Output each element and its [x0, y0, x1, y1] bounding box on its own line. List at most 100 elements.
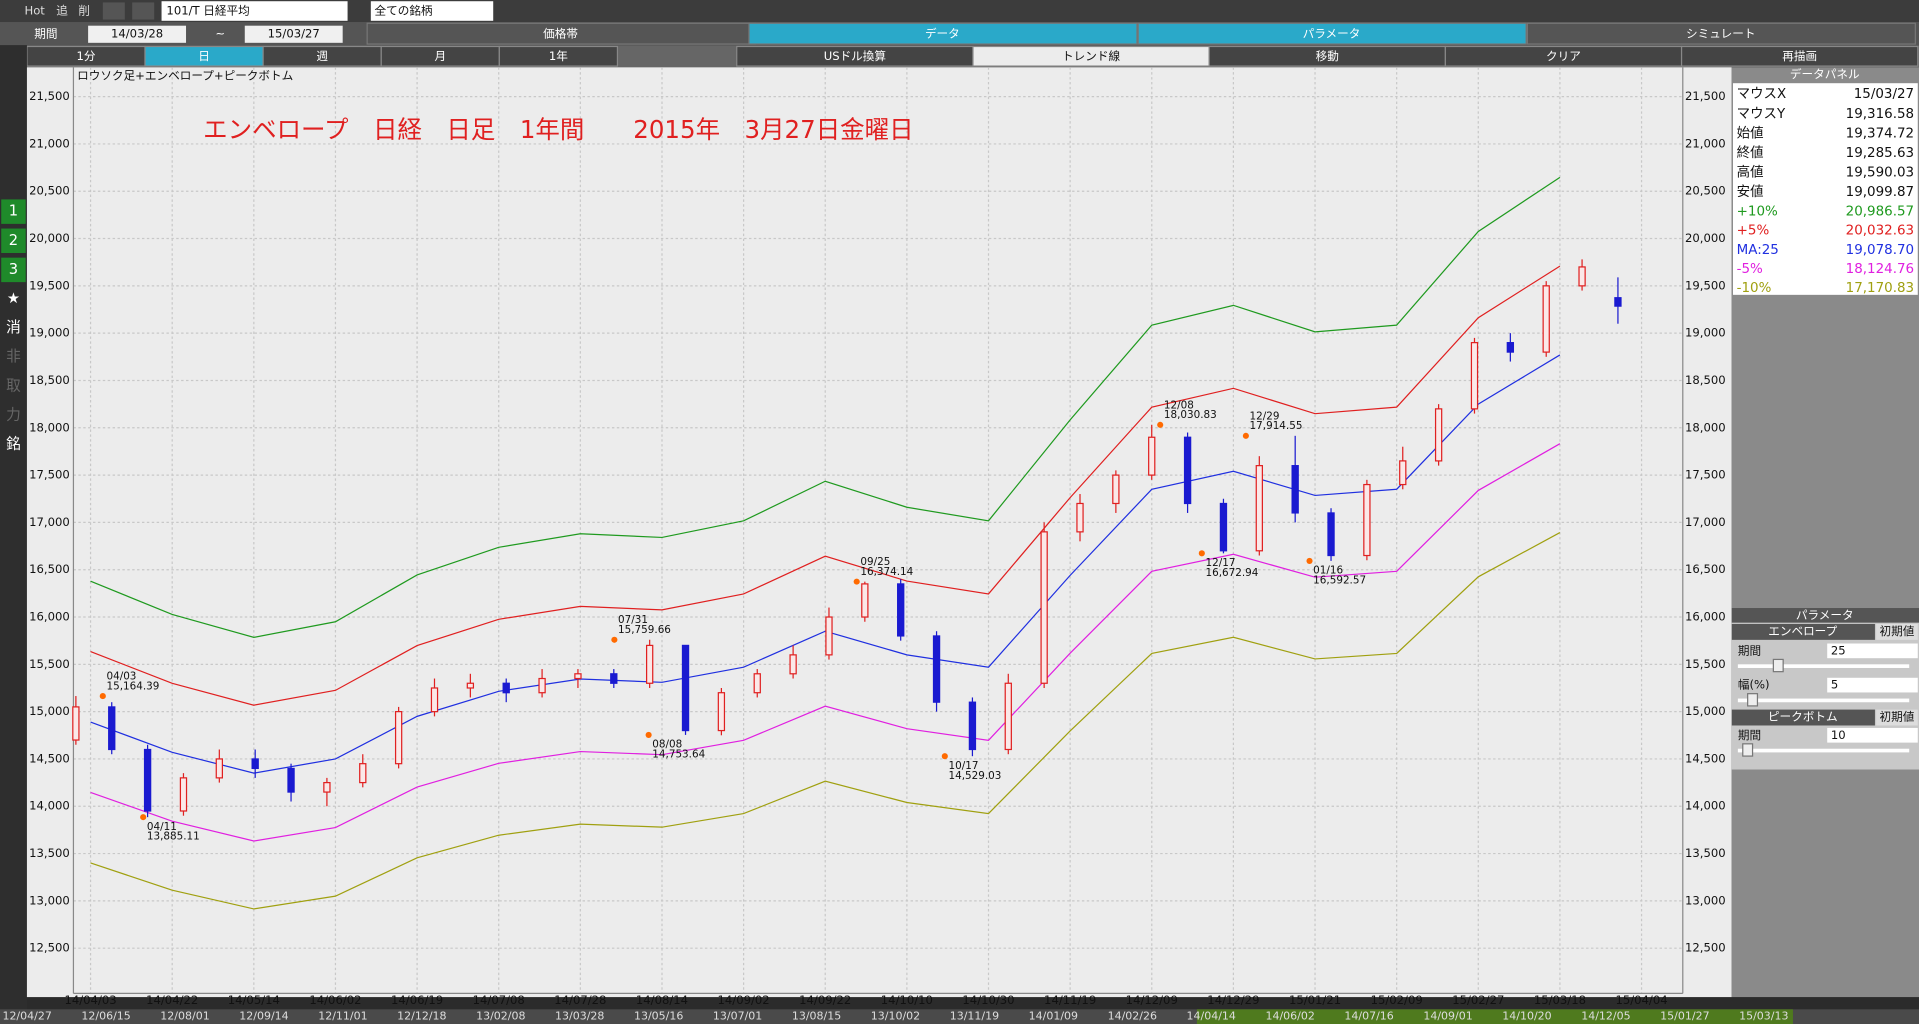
peak-value: 14,529.03 — [948, 770, 1001, 782]
range-label[interactable]: 移動 — [1316, 49, 1339, 63]
tab[interactable] — [748, 22, 1138, 45]
candle-body — [645, 644, 654, 684]
envelope-value: 18,124.76 — [1846, 262, 1914, 277]
reset-label[interactable]: 初期値 — [1880, 624, 1915, 638]
candle-body — [1399, 460, 1407, 486]
symbol-box[interactable] — [161, 1, 348, 21]
peak-value: 14,753.64 — [652, 749, 705, 761]
overview-date: 14/12/05 — [1581, 1010, 1630, 1023]
envelope-label: +5% — [1737, 224, 1770, 239]
range-label[interactable]: 月 — [434, 49, 446, 63]
x-tick-label: 14/10/30 — [962, 993, 1014, 1007]
next-button[interactable] — [132, 2, 155, 20]
sidebar-button[interactable]: 1 — [9, 203, 18, 220]
tab-label[interactable]: データ — [925, 27, 960, 41]
candle-body — [968, 701, 977, 751]
data-label: マウスX — [1737, 86, 1787, 102]
candle-body — [394, 711, 403, 765]
slider-thumb[interactable] — [1772, 658, 1784, 673]
prev-button[interactable] — [102, 2, 125, 20]
range-label[interactable]: 1分 — [76, 49, 95, 63]
filter-text: 全ての銘柄 — [374, 4, 432, 18]
reset-button[interactable] — [1876, 623, 1918, 640]
slider-thumb[interactable] — [1747, 693, 1759, 707]
candle-body — [789, 654, 797, 675]
sidebar-button[interactable]: 非 — [6, 348, 21, 365]
delete-button[interactable]: 削 — [78, 4, 90, 18]
x-tick-label: 15/02/09 — [1371, 993, 1423, 1007]
slider[interactable] — [1737, 748, 1910, 753]
peak-date: 04/03 — [106, 671, 136, 683]
tab-label[interactable]: パラメータ — [1303, 27, 1361, 41]
period-sep: ~ — [215, 27, 225, 41]
peak-value: 16,374.14 — [860, 566, 913, 578]
overview-date: 13/10/02 — [871, 1010, 920, 1023]
range-label[interactable]: 日 — [198, 49, 210, 63]
param-value: 25 — [1831, 643, 1846, 657]
slider-thumb[interactable] — [1742, 743, 1754, 757]
add-button[interactable]: 追 — [56, 4, 68, 18]
data-label: 安値 — [1737, 184, 1764, 200]
y-tick-label: 16,500 — [29, 562, 70, 576]
hot-button[interactable]: Hot — [24, 4, 45, 18]
param-input[interactable] — [1827, 727, 1918, 743]
x-tick-label: 14/05/14 — [228, 993, 280, 1007]
peak-marker — [1242, 432, 1249, 439]
tab-label[interactable]: 価格帯 — [543, 27, 578, 41]
y-tick-label-right: 17,000 — [1685, 515, 1726, 529]
envelope-value: 19,078.70 — [1846, 243, 1914, 258]
overview-date: 14/02/26 — [1108, 1010, 1157, 1023]
envelope-value: 20,986.57 — [1846, 205, 1914, 220]
sidebar-button[interactable]: ★ — [7, 290, 20, 307]
layer-button[interactable] — [1, 199, 26, 224]
from-box[interactable] — [88, 25, 187, 43]
sidebar-button[interactable]: 3 — [9, 261, 18, 278]
range-button[interactable] — [498, 45, 619, 67]
param-input[interactable] — [1827, 643, 1918, 659]
envelope-line — [90, 354, 1561, 774]
slider[interactable] — [1737, 664, 1910, 668]
range-label[interactable]: クリア — [1546, 49, 1581, 63]
data-value: 19,590.03 — [1846, 166, 1914, 181]
overview-date: 12/06/15 — [81, 1010, 130, 1023]
data-panel-rows — [1732, 83, 1918, 295]
candle-body — [359, 763, 367, 784]
sidebar-button[interactable]: 力 — [6, 406, 21, 423]
candle-body — [1327, 512, 1335, 557]
range-label[interactable]: 週 — [316, 49, 328, 63]
range-label[interactable]: USドル換算 — [824, 49, 886, 63]
layer-button[interactable] — [1, 228, 26, 254]
tab[interactable] — [1526, 22, 1916, 45]
range-label[interactable]: トレンド線 — [1062, 49, 1120, 63]
overview-date: 12/09/14 — [239, 1010, 288, 1023]
candle-body — [574, 673, 582, 680]
sidebar-button[interactable]: 銘 — [6, 436, 21, 453]
x-tick-label: 15/01/21 — [1289, 993, 1341, 1007]
param-input[interactable] — [1827, 677, 1918, 693]
range-label[interactable]: 1年 — [549, 49, 568, 63]
peak-marker — [140, 814, 147, 821]
sidebar-button[interactable]: 取 — [6, 377, 21, 394]
sidebar-button[interactable]: 消 — [6, 319, 21, 336]
layer-button[interactable] — [1, 257, 26, 283]
overview-date: 13/03/28 — [555, 1010, 604, 1023]
slider[interactable] — [1737, 698, 1910, 703]
peak-marker — [941, 753, 948, 760]
range-label[interactable]: 再描画 — [1782, 49, 1817, 63]
peak-date: 12/08 — [1164, 399, 1194, 411]
overview-range — [1196, 1009, 1793, 1024]
filter-box[interactable] — [370, 1, 494, 21]
param-value: 5 — [1831, 678, 1838, 692]
y-tick-label-right: 21,500 — [1685, 89, 1726, 103]
range-button[interactable] — [1680, 45, 1919, 67]
peak-date: 12/17 — [1205, 557, 1235, 569]
to-box[interactable] — [244, 25, 343, 43]
reset-label[interactable]: 初期値 — [1880, 709, 1915, 723]
tab[interactable] — [1137, 22, 1527, 45]
sidebar-button[interactable]: 2 — [9, 232, 18, 249]
reset-button[interactable] — [1876, 709, 1918, 726]
peak-marker — [611, 636, 618, 643]
data-label: マウスY — [1737, 106, 1786, 122]
tab-label[interactable]: シミュレート — [1686, 27, 1755, 41]
